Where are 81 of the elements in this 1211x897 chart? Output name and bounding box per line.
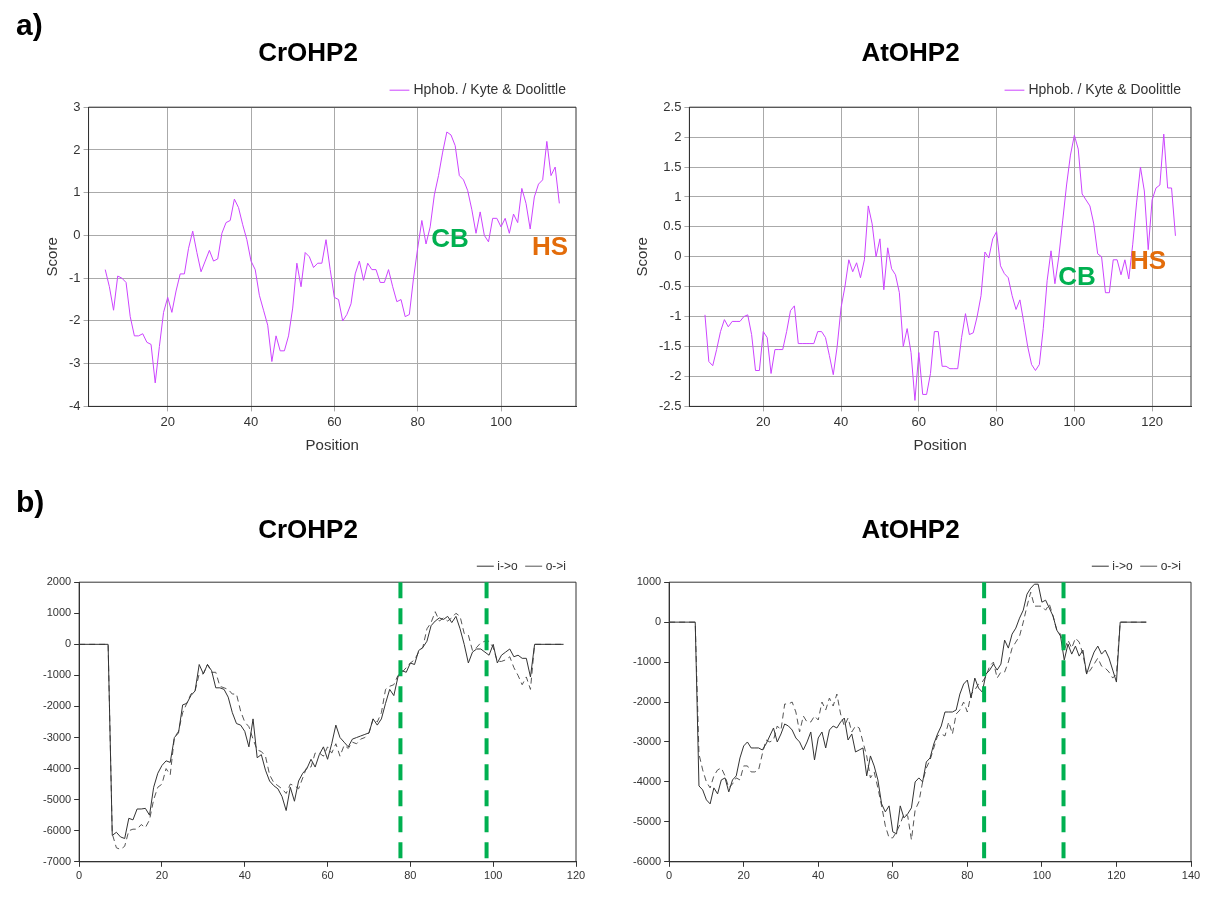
y-tick-label: 1: [674, 188, 682, 204]
chart-title: CrOHP2: [258, 513, 358, 544]
y-tick-label: 2: [73, 141, 81, 157]
y-tick-label: -0.5: [658, 278, 682, 294]
y-tick-label: -2.5: [658, 397, 682, 413]
y-tick-label: -2: [69, 312, 81, 328]
y-tick-label: 0: [674, 248, 682, 264]
x-tick-label: 100: [1063, 413, 1086, 429]
y-tick-label: -3000: [42, 730, 72, 743]
y-tick-label: -6000: [42, 823, 72, 836]
chart-title: AtOHP2: [861, 513, 960, 544]
y-tick-label: -7000: [42, 854, 72, 867]
y-tick-label: -1: [69, 269, 81, 285]
annotation: CB: [431, 222, 469, 254]
x-tick-label: 40: [812, 869, 825, 882]
y-tick-label: -2: [669, 368, 682, 384]
y-tick-label: -6000: [632, 854, 662, 867]
y-tick-label: -2000: [42, 699, 72, 712]
annotation: HS: [531, 230, 569, 262]
y-axis-title: Score: [633, 237, 651, 277]
y-tick-label: 0.5: [663, 218, 682, 234]
x-tick-label: 40: [833, 413, 849, 429]
x-tick-label: 80: [961, 869, 974, 882]
y-tick-label: -2000: [632, 695, 662, 708]
y-tick-label: 2.5: [663, 98, 682, 114]
text: b): [16, 485, 45, 519]
x-tick-label: 120: [1107, 869, 1126, 882]
legend-label: Hphob. / Kyte & Doolittle: [1028, 81, 1182, 98]
x-tick-label: 40: [238, 869, 251, 882]
y-tick-label: 0: [655, 615, 662, 628]
x-tick-label: 60: [911, 413, 927, 429]
annotation: CB: [1058, 260, 1096, 292]
y-tick-label: -3000: [632, 735, 662, 747]
y-tick-label: -4000: [632, 774, 662, 787]
legend-label: i->o: [1112, 558, 1133, 573]
y-tick-label: -1: [669, 308, 682, 324]
y-tick-label: -1000: [42, 668, 72, 681]
y-tick-label: -1.5: [658, 338, 682, 354]
x-tick-label: 40: [243, 413, 259, 429]
y-tick-label: -5000: [632, 814, 662, 827]
legend-label: i->o: [497, 558, 518, 573]
legend-label: o->i: [545, 558, 566, 573]
y-tick-label: 0: [73, 227, 81, 243]
x-tick-label: 60: [327, 413, 342, 429]
x-tick-label: 20: [160, 413, 175, 429]
x-axis-title: Position: [305, 436, 359, 454]
x-tick-label: 120: [566, 869, 586, 882]
y-tick-label: 1.5: [663, 158, 682, 174]
x-tick-label: 100: [1032, 869, 1052, 882]
y-tick-label: -4000: [42, 761, 72, 774]
x-tick-label: 60: [321, 869, 334, 882]
x-tick-label: 20: [756, 413, 771, 429]
y-tick-label: 1000: [636, 575, 662, 588]
x-tick-label: 20: [155, 869, 169, 882]
x-tick-label: 100: [484, 869, 503, 882]
x-tick-label: 80: [404, 869, 417, 882]
x-tick-label: 20: [737, 869, 750, 882]
x-tick-label: 60: [886, 869, 899, 882]
x-tick-label: 140: [1181, 869, 1201, 882]
y-tick-label: 2: [674, 128, 682, 144]
y-tick-label: -5000: [42, 792, 72, 805]
y-tick-label: -3: [69, 355, 81, 371]
y-axis-title: Score: [43, 237, 61, 277]
legend-label: o->i: [1160, 558, 1181, 573]
y-tick-label: 2000: [46, 575, 72, 588]
chart-title: CrOHP2: [258, 36, 358, 67]
x-tick-label: 100: [490, 413, 512, 429]
y-tick-label: 1000: [46, 606, 72, 619]
x-tick-label: 120: [1141, 413, 1163, 429]
y-tick-label: -4: [69, 397, 81, 413]
y-tick-label: 0: [65, 637, 72, 650]
x-tick-label: 80: [410, 413, 425, 429]
x-tick-label: 80: [989, 413, 1004, 429]
y-tick-label: 3: [73, 98, 81, 114]
y-tick-label: 1: [73, 184, 81, 200]
legend-label: Hphob. / Kyte & Doolittle: [413, 81, 567, 98]
text: a): [16, 8, 43, 42]
x-axis-title: Position: [913, 436, 967, 454]
annotation: HS: [1129, 244, 1167, 276]
chart-title: AtOHP2: [861, 36, 960, 67]
y-tick-label: -1000: [632, 655, 662, 668]
